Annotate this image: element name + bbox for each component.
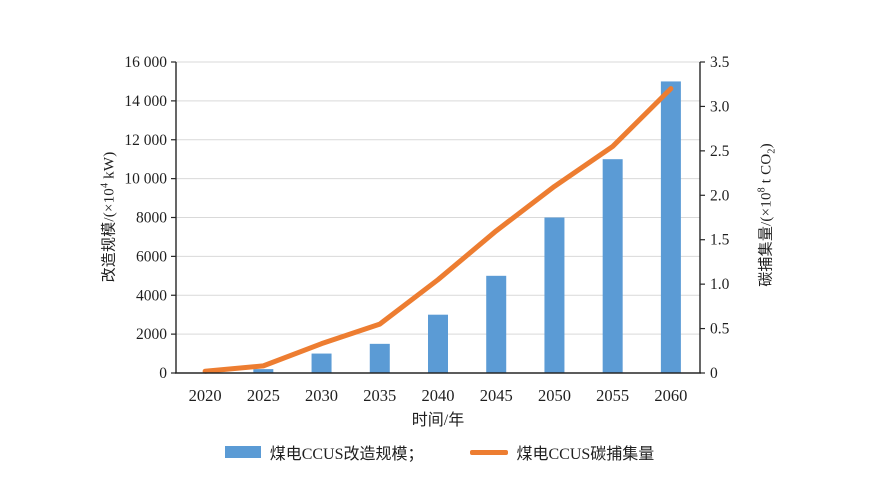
left-axis-tick-label: 6000 [136, 248, 167, 265]
left-axis-tick-label: 2000 [136, 326, 167, 343]
bar-2045 [486, 275, 507, 373]
left-axis-title-unit: kW) [101, 151, 118, 183]
right-axis-tick-label: 3.5 [710, 54, 730, 71]
x-tick-label-2040: 2040 [422, 386, 455, 405]
right-axis-tick-label: 1.5 [710, 232, 730, 249]
x-tick-label-2055: 2055 [596, 386, 629, 405]
right-axis-tick-label: 2.5 [710, 143, 730, 160]
bar-2040 [428, 314, 448, 373]
right-axis-title-sub: 2 [766, 148, 778, 154]
x-tick-label-2045: 2045 [480, 386, 513, 405]
left-axis-tick-label: 16 000 [124, 54, 167, 71]
left-axis-tick-label: 12 000 [124, 132, 167, 149]
left-axis-title: 改造规模/(×104 kW) [98, 152, 119, 283]
x-tick-label-2030: 2030 [305, 386, 338, 405]
carbon-capture-line [202, 86, 674, 374]
bar-2060 [660, 81, 681, 373]
x-tick-label-2050: 2050 [538, 386, 571, 405]
legend-label-retrofit-scale: 煤电CCUS改造规模； [269, 446, 424, 463]
right-axis-tick-label: 0 [710, 365, 718, 382]
bar-2030 [311, 353, 332, 373]
x-tick-label-2035: 2035 [363, 386, 396, 405]
legend-item-retrofit-scale: 煤电CCUS改造规模； [224, 440, 424, 464]
left-axis-title-text: 改造规模/(×10 [101, 187, 118, 283]
right-axis-title-unit: t CO [758, 153, 775, 188]
bar-2050 [544, 217, 565, 373]
x-axis-title: 时间/年 [411, 412, 465, 429]
bar-series-swatch [224, 446, 261, 458]
right-axis-title-sup: 8 [756, 187, 768, 193]
legend-label-carbon-capture: 煤电CCUS碳捕集量 [516, 446, 655, 463]
bar-2055 [602, 159, 623, 373]
right-axis-title-close: ) [758, 143, 775, 149]
left-axis-tick-label: 14 000 [124, 93, 167, 110]
x-tick-label-2020: 2020 [189, 386, 222, 405]
x-tick-label-2060: 2060 [654, 386, 687, 405]
right-axis-title: 碳捕集量/(×108 t CO2) [755, 143, 778, 287]
left-axis-tick-label: 10 000 [124, 171, 167, 188]
legend: 煤电CCUS改造规模； 煤电CCUS碳捕集量 [0, 440, 879, 464]
right-axis-tick-label: 3.0 [710, 98, 730, 115]
left-axis-tick-label: 0 [159, 365, 167, 382]
bar-2035 [369, 343, 390, 373]
right-axis-tick-label: 1.0 [710, 276, 730, 293]
x-tick-label-2025: 2025 [247, 386, 280, 405]
left-axis-title-sup: 4 [99, 182, 111, 188]
left-axis-tick-label: 8000 [136, 210, 167, 227]
right-axis-tick-label: 2.0 [710, 187, 730, 204]
right-axis-tick-label: 0.5 [710, 321, 730, 338]
bar-2025 [253, 369, 274, 373]
line-series-swatch [469, 449, 508, 455]
right-axis-title-text: 碳捕集量/(×10 [758, 192, 775, 287]
legend-item-carbon-capture: 煤电CCUS碳捕集量 [469, 440, 655, 464]
left-axis-tick-label: 4000 [136, 287, 167, 304]
